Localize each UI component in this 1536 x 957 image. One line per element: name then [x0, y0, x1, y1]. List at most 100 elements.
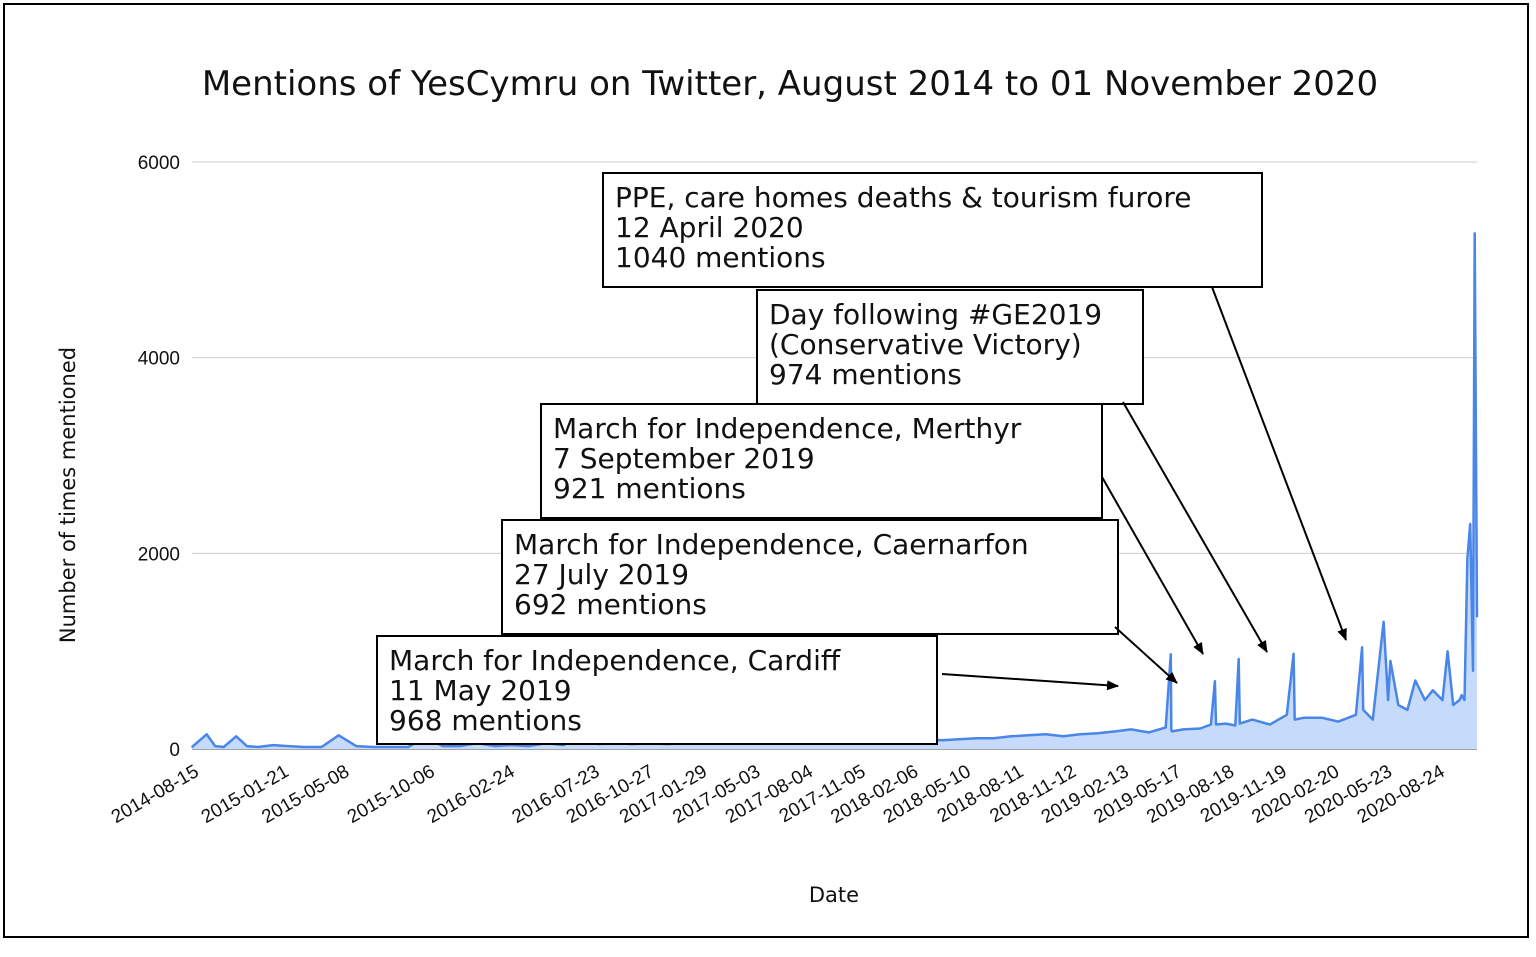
annotation-text: 974 mentions — [769, 358, 962, 391]
annotation-text: 968 mentions — [389, 704, 582, 737]
annotation-callout: PPE, care homes deaths & tourism furore1… — [602, 172, 1347, 641]
data-point — [1460, 694, 1463, 696]
data-point — [1458, 699, 1461, 701]
data-point — [1147, 731, 1150, 734]
annotation-text: 12 April 2020 — [615, 211, 804, 244]
annotation-box — [540, 403, 1103, 519]
data-point — [1251, 718, 1254, 721]
data-point — [1321, 716, 1323, 719]
annotation-text: 11 May 2019 — [389, 674, 572, 707]
data-point — [320, 746, 323, 748]
data-point — [287, 745, 290, 747]
data-point — [272, 744, 274, 746]
chart-title: Mentions of YesCymru on Twitter, August … — [202, 64, 1378, 104]
data-point — [1214, 680, 1216, 683]
data-point — [1164, 726, 1167, 729]
annotation-arrow — [1114, 626, 1178, 684]
y-tick-label: 0 — [169, 740, 180, 761]
data-point — [1432, 689, 1434, 692]
x-axis-ticks: 2014-08-152015-01-212015-05-082015-10-06… — [108, 761, 1449, 828]
annotation-text: 692 mentions — [514, 588, 707, 621]
data-point — [389, 746, 392, 748]
annotation-text: 921 mentions — [553, 472, 746, 505]
data-point — [1382, 621, 1385, 623]
data-point — [1079, 733, 1081, 736]
annotation-arrow — [1211, 286, 1347, 641]
data-point — [1441, 699, 1444, 701]
x-tick-label: 2015-10-06 — [344, 761, 439, 828]
data-point — [992, 737, 995, 740]
annotation-text: (Conservative Victory) — [769, 328, 1082, 361]
y-tick-label: 6000 — [138, 153, 180, 174]
data-point — [1234, 724, 1237, 727]
data-point — [1182, 728, 1185, 731]
data-point — [407, 746, 410, 748]
annotation-text: 1040 mentions — [615, 241, 826, 274]
data-point — [1372, 718, 1374, 721]
data-point — [1170, 728, 1173, 731]
data-point — [1424, 699, 1426, 701]
data-point — [1044, 733, 1047, 736]
data-point — [1027, 734, 1030, 737]
data-point — [494, 745, 496, 747]
data-point — [1476, 616, 1478, 618]
data-point — [214, 745, 217, 747]
annotation-text: PPE, care homes deaths & tourism furore — [615, 181, 1191, 214]
annotation-box — [501, 519, 1119, 635]
data-point — [1215, 723, 1217, 726]
data-point — [246, 745, 248, 747]
data-point — [1239, 722, 1241, 725]
annotation-arrow — [1122, 401, 1268, 653]
annotation-text: March for Independence, Cardiff — [389, 644, 841, 677]
data-point — [1472, 669, 1474, 672]
data-point — [958, 738, 960, 741]
data-point — [222, 746, 225, 748]
annotation-text: Day following #GE2019 — [769, 298, 1102, 331]
x-tick-label: 2016-02-24 — [424, 761, 519, 828]
data-point — [1130, 728, 1132, 731]
data-point — [441, 745, 444, 747]
data-point — [1169, 653, 1172, 656]
data-point — [1010, 735, 1012, 738]
annotation-callout: Day following #GE2019(Conservative Victo… — [756, 289, 1268, 653]
data-point — [1355, 713, 1357, 716]
annotation-arrow — [1101, 476, 1204, 655]
series-area — [191, 232, 1479, 749]
data-point — [1466, 557, 1469, 560]
data-point — [1362, 709, 1365, 711]
data-point — [1463, 699, 1466, 701]
annotations: PPE, care homes deaths & tourism furore1… — [376, 172, 1347, 745]
data-point — [1269, 723, 1271, 726]
data-point — [1199, 727, 1201, 730]
data-point — [1293, 718, 1296, 721]
annotation-text: March for Independence, Caernarfon — [514, 528, 1029, 561]
data-point — [191, 746, 193, 748]
annotation-box — [602, 172, 1263, 288]
data-point — [1337, 720, 1340, 723]
data-point — [1469, 523, 1472, 525]
data-point — [1452, 704, 1455, 706]
y-tick-label: 2000 — [138, 544, 180, 565]
annotation-arrow — [941, 673, 1119, 691]
data-point — [1062, 735, 1064, 738]
data-point — [941, 739, 943, 741]
annotation-text: 7 September 2019 — [553, 442, 815, 475]
data-point — [1114, 730, 1117, 733]
data-point — [1210, 723, 1212, 726]
data-point — [355, 745, 357, 747]
data-point — [1387, 699, 1389, 701]
data-point — [1303, 716, 1306, 719]
annotation-box — [376, 635, 938, 745]
data-point — [1237, 658, 1240, 660]
data-point — [1224, 722, 1227, 725]
data-point — [1292, 652, 1295, 655]
data-point — [1446, 650, 1449, 652]
data-point — [303, 746, 305, 748]
annotation-text: 27 July 2019 — [514, 558, 689, 591]
data-point — [337, 734, 340, 737]
data-point — [1406, 709, 1409, 711]
data-point — [1397, 704, 1400, 706]
